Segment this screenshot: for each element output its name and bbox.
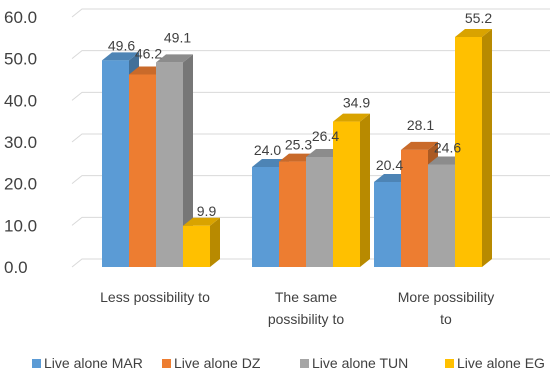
- legend-label: Live alone DZ: [174, 355, 261, 371]
- bar: [455, 29, 492, 267]
- x-tick-label: to: [440, 311, 452, 327]
- gridline: [71, 8, 550, 18]
- y-tick-label: 60.0: [4, 8, 37, 27]
- y-tick-label: 40.0: [4, 91, 37, 110]
- legend-label: Live alone TUN: [312, 355, 408, 371]
- x-tick-label: The same: [275, 289, 337, 305]
- y-tick-label: 20.0: [4, 175, 37, 194]
- gridline: [71, 50, 550, 60]
- legend-swatch: [300, 359, 309, 368]
- data-label: 25.3: [285, 137, 312, 153]
- x-tick-label: possibility to: [268, 311, 344, 327]
- legend-item: Live alone EG: [445, 355, 545, 371]
- data-label: 9.9: [197, 203, 217, 219]
- legend-item: Live alone MAR: [32, 355, 143, 371]
- legend-label: Live alone MAR: [44, 355, 143, 371]
- y-axis: 0.0 10.0 20.0 30.0 40.0 50.0 60.0: [4, 8, 37, 277]
- data-label: 24.6: [434, 140, 461, 156]
- y-tick-label: 10.0: [4, 216, 37, 235]
- x-tick-label: More possibility: [398, 289, 494, 305]
- data-label: 49.1: [164, 29, 191, 45]
- data-label: 46.2: [135, 46, 162, 62]
- legend-label: Live alone EG: [457, 355, 545, 371]
- data-labels: 49.646.249.1 9.9 24.0 25.326.4 34.9 20.4 28.12…: [108, 10, 492, 219]
- bar: [333, 113, 370, 267]
- legend: Live alone MAR Live alone DZ Live alone TU…: [32, 355, 545, 371]
- data-label: 55.2: [465, 10, 492, 26]
- data-label: 34.9: [343, 95, 370, 111]
- data-label: 49.6: [108, 37, 135, 53]
- y-tick-label: 50.0: [4, 50, 37, 69]
- legend-item: Live alone TUN: [300, 355, 408, 371]
- legend-swatch: [162, 359, 171, 368]
- gridline: [71, 133, 550, 143]
- legend-swatch: [445, 359, 454, 368]
- bars: [102, 29, 492, 268]
- data-label: 28.1: [407, 117, 434, 133]
- gridline: [71, 91, 550, 101]
- y-tick-label: 0.0: [4, 258, 28, 277]
- y-tick-label: 30.0: [4, 133, 37, 152]
- bar: [156, 54, 193, 267]
- legend-item: Live alone DZ: [162, 355, 261, 371]
- bar: [183, 217, 220, 267]
- data-label: 24.0: [254, 142, 281, 158]
- x-tick-label: Less possibility to: [100, 289, 210, 305]
- data-label: 26.4: [312, 128, 339, 144]
- legend-swatch: [32, 359, 41, 368]
- data-label: 20.4: [376, 157, 403, 173]
- gridlines: [71, 8, 550, 268]
- x-axis: Less possibility to The same possibility t…: [100, 289, 494, 327]
